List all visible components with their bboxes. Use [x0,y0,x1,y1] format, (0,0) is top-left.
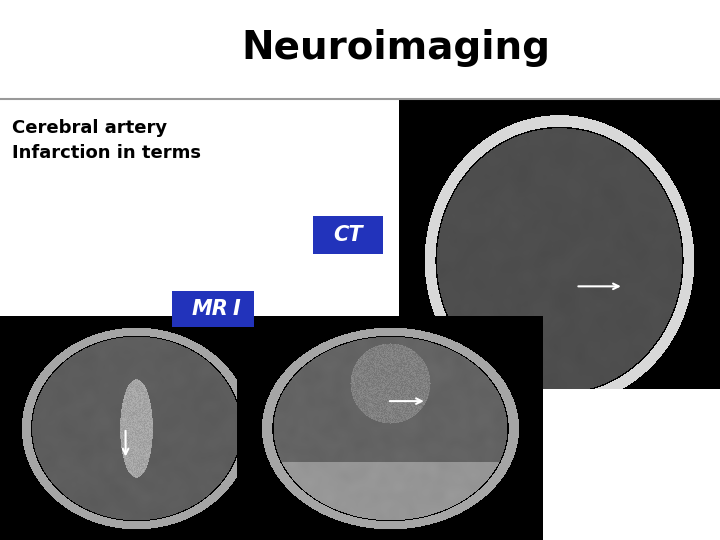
Bar [543,389,720,540]
Text: Cerebral artery
Infarction in terms: Cerebral artery Infarction in terms [12,119,201,162]
Bar [172,291,254,327]
Text: CT: CT [333,225,363,245]
Bar [0,0,720,99]
Text: MR: MR [192,299,228,319]
Text: Neuroimaging: Neuroimaging [241,29,551,66]
Bar [0,99,399,316]
Bar [313,216,383,254]
Text: I: I [232,299,240,319]
